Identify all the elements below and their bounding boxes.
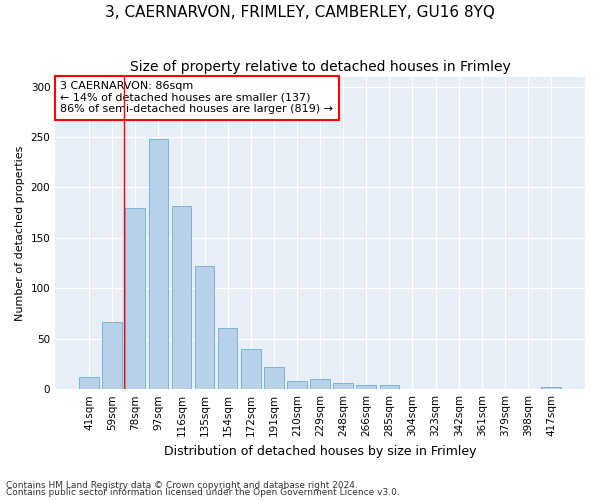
Bar — [241, 349, 260, 389]
Bar — [125, 208, 145, 389]
Bar — [356, 385, 376, 389]
Bar — [380, 385, 399, 389]
Bar — [172, 206, 191, 389]
Text: Contains HM Land Registry data © Crown copyright and database right 2024.: Contains HM Land Registry data © Crown c… — [6, 480, 358, 490]
Bar — [149, 139, 168, 389]
Title: Size of property relative to detached houses in Frimley: Size of property relative to detached ho… — [130, 60, 511, 74]
Bar — [264, 367, 284, 389]
Text: Contains public sector information licensed under the Open Government Licence v3: Contains public sector information licen… — [6, 488, 400, 497]
Text: 3 CAERNARVON: 86sqm
← 14% of detached houses are smaller (137)
86% of semi-detac: 3 CAERNARVON: 86sqm ← 14% of detached ho… — [61, 81, 334, 114]
Bar — [79, 377, 99, 389]
Text: 3, CAERNARVON, FRIMLEY, CAMBERLEY, GU16 8YQ: 3, CAERNARVON, FRIMLEY, CAMBERLEY, GU16 … — [105, 5, 495, 20]
Bar — [103, 322, 122, 389]
Bar — [541, 387, 561, 389]
Y-axis label: Number of detached properties: Number of detached properties — [15, 145, 25, 320]
Bar — [310, 379, 330, 389]
Bar — [195, 266, 214, 389]
X-axis label: Distribution of detached houses by size in Frimley: Distribution of detached houses by size … — [164, 444, 476, 458]
Bar — [287, 381, 307, 389]
Bar — [334, 383, 353, 389]
Bar — [218, 328, 238, 389]
